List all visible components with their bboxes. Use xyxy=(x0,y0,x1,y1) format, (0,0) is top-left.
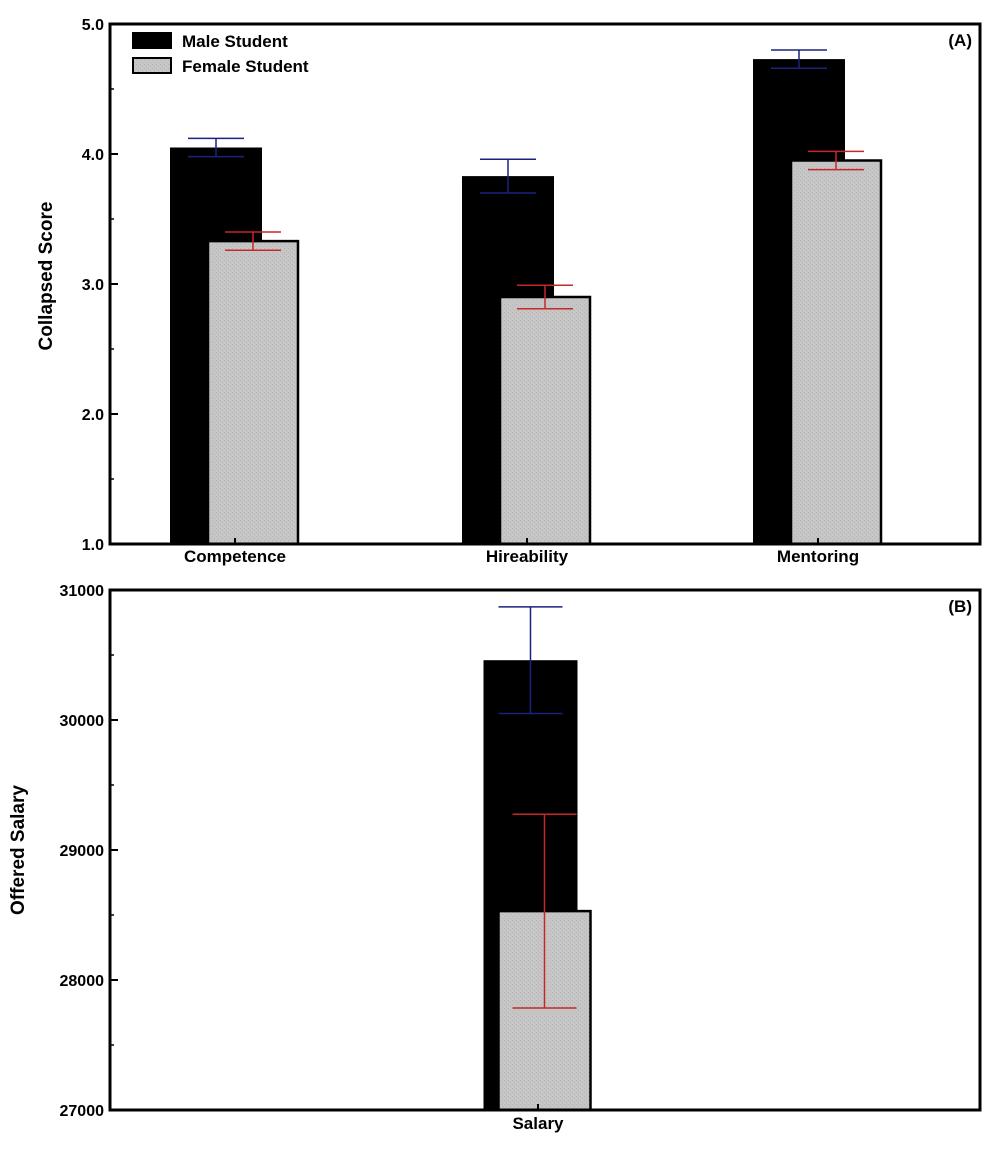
y-tick-label: 4.0 xyxy=(82,147,104,164)
y-tick-label: 1.0 xyxy=(82,537,104,554)
y-tick-label: 28000 xyxy=(60,973,105,990)
x-tick-label: Mentoring xyxy=(777,547,859,566)
legend-label-female: Female Student xyxy=(182,57,309,76)
y-tick-label: 30000 xyxy=(60,713,105,730)
y-axis-title: Offered Salary xyxy=(8,785,29,915)
x-tick-label: Competence xyxy=(184,547,286,566)
y-tick-label: 2.0 xyxy=(82,407,104,424)
y-tick-label: 3.0 xyxy=(82,277,104,294)
legend-swatch-male xyxy=(132,32,172,49)
bar-female-competence xyxy=(206,239,300,546)
bar-female-hireability xyxy=(498,295,592,546)
y-axis-title: Collapsed Score xyxy=(36,202,57,351)
x-tick-label: Hireability xyxy=(486,547,569,566)
bar-female-mentoring xyxy=(789,159,883,546)
legend-swatch-female xyxy=(132,57,172,74)
y-tick-label: 31000 xyxy=(60,583,105,600)
x-tick-label: Salary xyxy=(512,1114,564,1133)
legend-label-male: Male Student xyxy=(182,32,288,51)
y-tick-label: 5.0 xyxy=(82,17,104,34)
y-tick-label: 27000 xyxy=(60,1103,105,1120)
panel-label: (A) xyxy=(948,31,972,50)
y-tick-label: 29000 xyxy=(60,843,105,860)
panel-label: (B) xyxy=(948,597,972,616)
